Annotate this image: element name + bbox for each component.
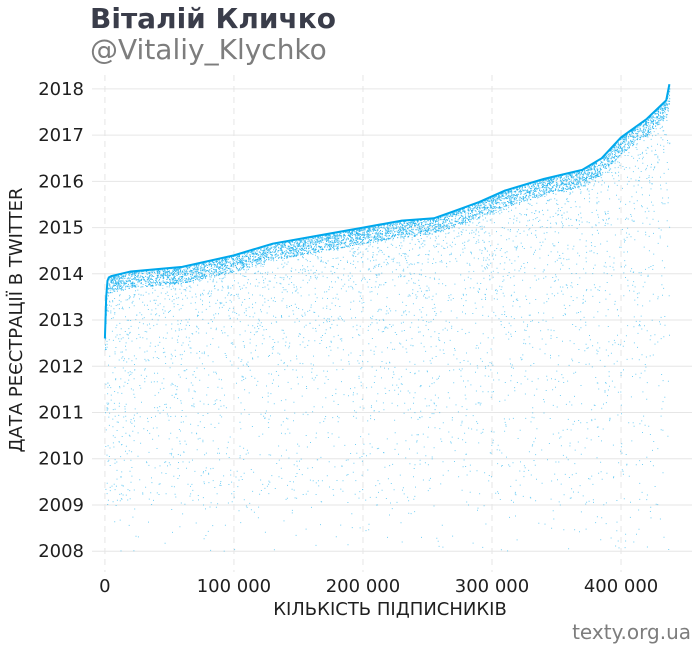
y-tick-label: 2018 xyxy=(38,79,84,100)
y-tick-label: 2010 xyxy=(38,449,84,470)
x-tick-label: 400 000 xyxy=(584,576,658,597)
source-credit: texty.org.ua xyxy=(572,620,691,644)
x-tick-label: 100 000 xyxy=(197,576,271,597)
y-tick-label: 2008 xyxy=(38,541,84,562)
y-tick-label: 2016 xyxy=(38,171,84,192)
x-tick-label: 200 000 xyxy=(326,576,400,597)
scatter-point-band xyxy=(104,90,671,351)
y-tick-label: 2015 xyxy=(38,218,84,239)
chart-title: Віталій Кличко xyxy=(90,2,337,35)
x-axis-ticks: 0 100 000 200 000 300 000 400 000 xyxy=(99,576,658,597)
x-tick-label: 0 xyxy=(99,576,110,597)
x-axis-label: КІЛЬКІСТЬ ПІДПИСНИКІВ xyxy=(273,599,507,620)
chart-subtitle: @Vitaliy_Klychko xyxy=(90,33,327,66)
y-tick-label: 2012 xyxy=(38,356,84,377)
y-tick-label: 2014 xyxy=(38,264,84,285)
x-tick-label: 300 000 xyxy=(455,576,529,597)
y-tick-label: 2017 xyxy=(38,125,84,146)
y-axis-label: ДАТА РЕЄСТРАЦІЇ В TWITTER xyxy=(6,188,27,453)
envelope-line xyxy=(103,84,671,339)
y-tick-label: 2013 xyxy=(38,310,84,331)
y-tick-label: 2009 xyxy=(38,495,84,516)
y-tick-label: 2011 xyxy=(38,402,84,423)
envelope-polyline xyxy=(103,84,671,339)
scatter-points xyxy=(104,85,671,552)
gridlines xyxy=(92,75,692,572)
scatter-point-cloud xyxy=(105,85,671,552)
y-axis-ticks: 2018 2017 2016 2015 2014 2013 2012 2011 2010 2009… xyxy=(38,79,84,562)
